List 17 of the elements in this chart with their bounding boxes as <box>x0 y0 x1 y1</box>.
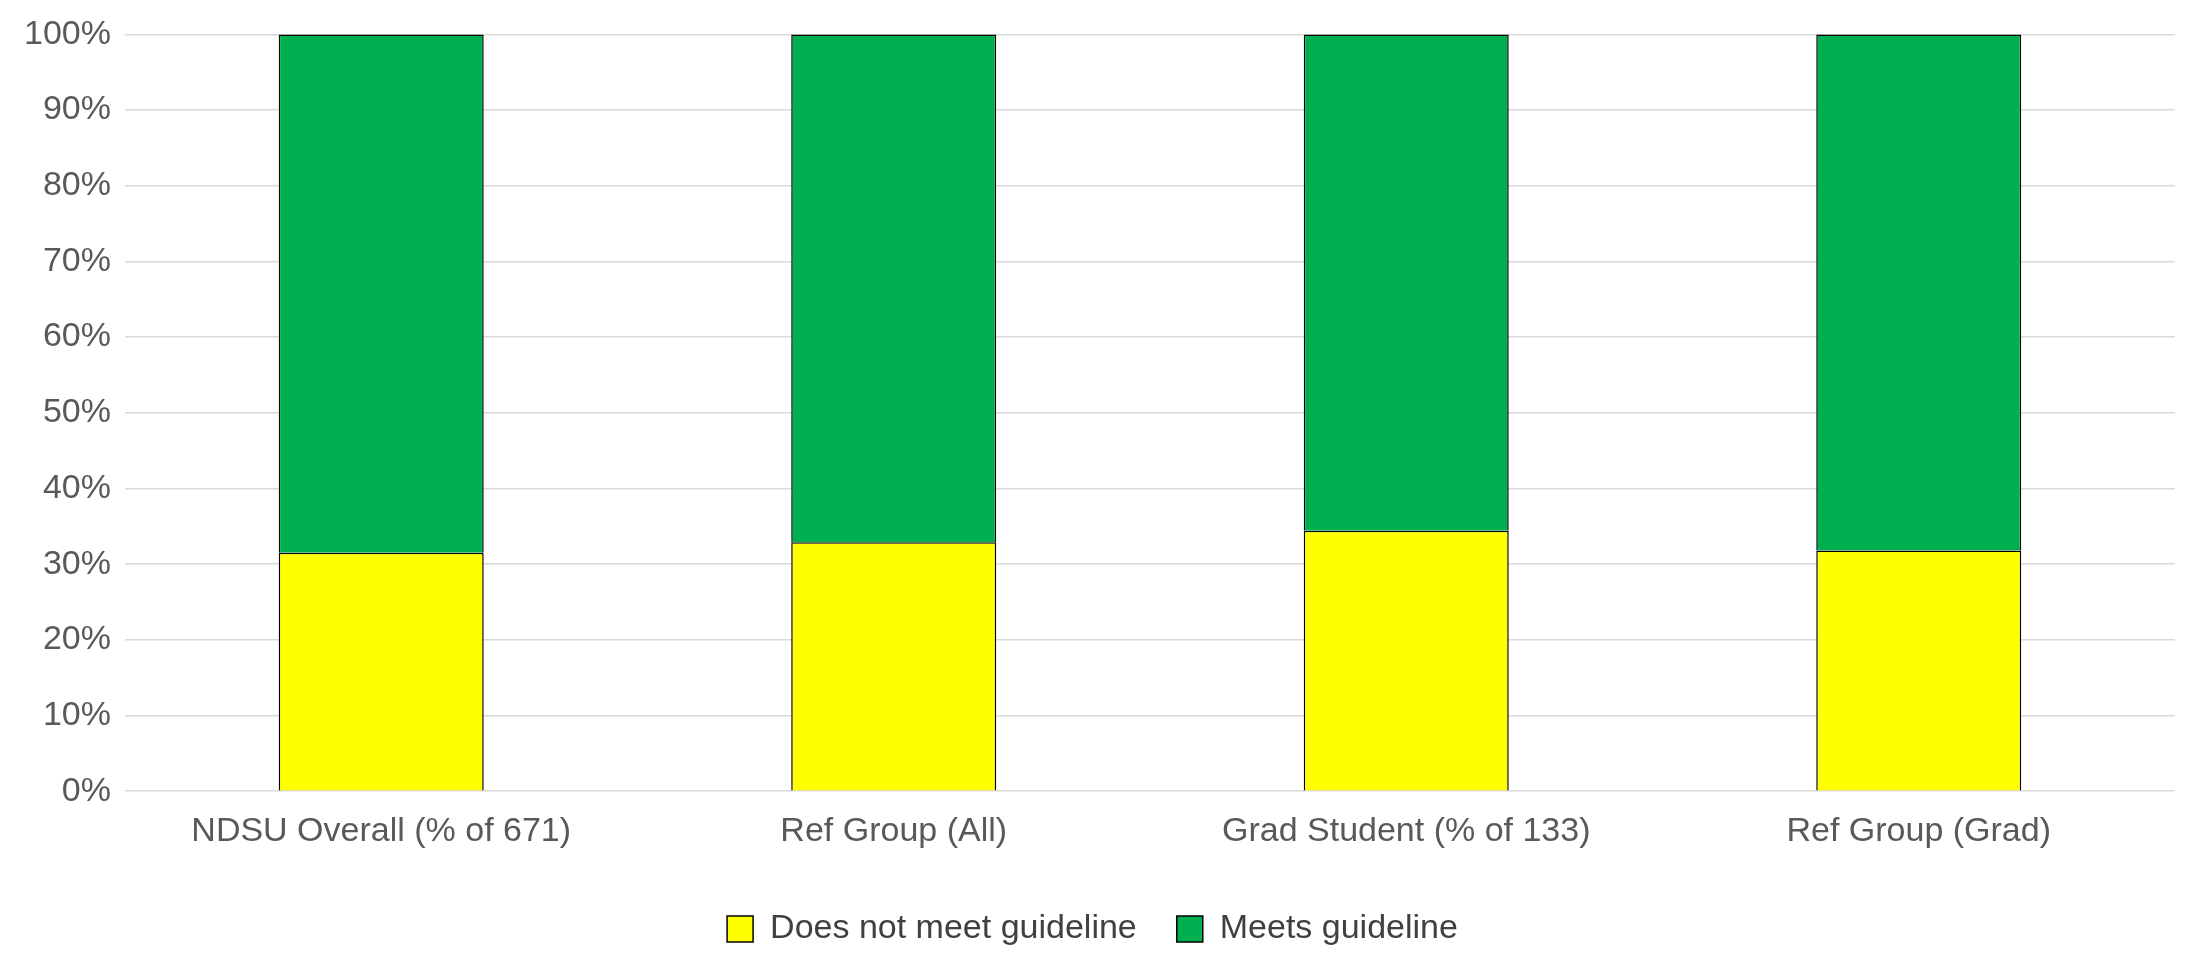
y-tick-label: 100% <box>23 12 111 51</box>
y-tick-label: 0% <box>61 769 111 808</box>
y-tick-label: 60% <box>42 315 111 354</box>
x-tick-label: Ref Group (Grad) <box>1786 809 2052 848</box>
y-tick-label: 90% <box>42 88 111 127</box>
x-tick-label: Grad Student (% of 133) <box>1221 809 1591 848</box>
y-tick-label: 30% <box>42 542 111 581</box>
x-tick-label: Ref Group (All) <box>780 809 1008 848</box>
y-tick-label: 20% <box>42 618 111 657</box>
legend-label: Does not meet guideline <box>770 907 1137 946</box>
y-tick-label: 70% <box>42 239 111 278</box>
legend-label: Meets guideline <box>1219 907 1458 946</box>
x-tick-label: NDSU Overall (% of 671) <box>191 809 572 848</box>
y-tick-label: 80% <box>42 164 111 203</box>
y-tick-label: 40% <box>42 466 111 505</box>
y-tick-label: 10% <box>42 693 111 732</box>
y-tick-label: 50% <box>42 391 111 430</box>
